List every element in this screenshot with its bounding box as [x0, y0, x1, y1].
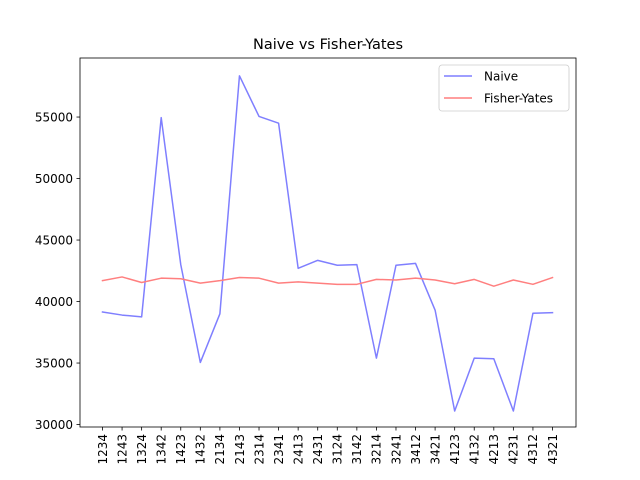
y-tick-label: 35000	[35, 356, 73, 370]
axes: 30000 35000 40000 45000 50000 55000 1234 1243 13…	[35, 57, 577, 465]
axes-frame	[79, 57, 577, 428]
y-tick-label: 55000	[35, 110, 73, 124]
x-tick-label: 3124	[331, 434, 345, 465]
x-tick-label: 2314	[252, 434, 266, 465]
series-line-fisher-yates	[101, 276, 554, 287]
x-tick-label: 3142	[350, 434, 364, 465]
x-tick-label: 3412	[409, 434, 423, 465]
x-tick-label: 4231	[507, 434, 521, 465]
x-tick-label: 4132	[468, 434, 482, 465]
x-tick-label: 4213	[487, 434, 501, 465]
y-tick-label: 50000	[35, 172, 73, 186]
x-tick-label: 2431	[311, 434, 325, 465]
y-tick-label: 30000	[35, 418, 73, 432]
x-tick-label: 1423	[174, 434, 188, 465]
x-tick-label: 2134	[213, 434, 227, 465]
legend: Naive Fisher-Yates	[438, 64, 570, 112]
series-line-naive	[101, 75, 554, 412]
x-tick-label: 3241	[389, 434, 403, 465]
x-tick-label: 3421	[428, 434, 442, 465]
x-tick-label: 4321	[546, 434, 560, 465]
plot-area	[101, 75, 554, 412]
x-tick-label: 1324	[135, 434, 149, 465]
x-tick-label: 3214	[370, 434, 384, 465]
x-tick-label: 1342	[154, 434, 168, 465]
x-tick-label: 4312	[526, 434, 540, 465]
x-tick-label: 4123	[448, 434, 462, 465]
legend-label: Fisher-Yates	[484, 91, 553, 105]
x-tick-label: 1432	[194, 434, 208, 465]
chart-title: Naive vs Fisher-Yates	[253, 37, 403, 53]
legend-label: Naive	[484, 69, 518, 83]
x-tick-label: 2143	[233, 434, 247, 465]
y-tick-label: 40000	[35, 295, 73, 309]
x-tick-label: 1234	[96, 434, 110, 465]
x-tick-label: 1243	[115, 434, 129, 465]
y-tick-label: 45000	[35, 233, 73, 247]
x-tick-label: 2413	[291, 434, 305, 465]
x-tick-label: 2341	[272, 434, 286, 465]
